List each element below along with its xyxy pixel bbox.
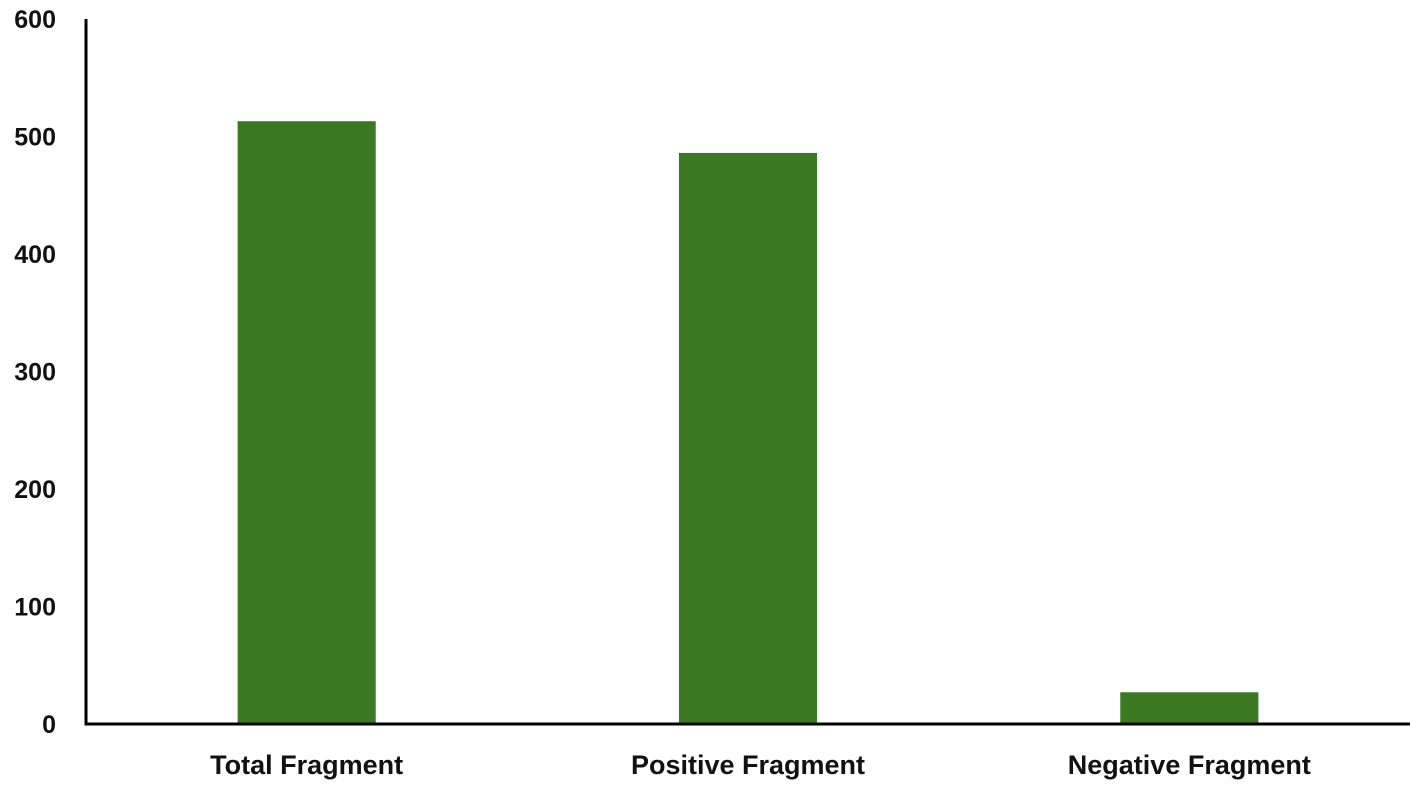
y-tick-label-2: 200 [14, 476, 56, 504]
y-tick-label-0: 0 [42, 711, 56, 739]
y-tick-label-5: 500 [14, 124, 56, 152]
x-category-label-2: Negative Fragment [1068, 750, 1311, 780]
y-tick-label-3: 300 [14, 359, 56, 387]
y-tick-label-6: 600 [14, 6, 56, 34]
y-tick-label-4: 400 [14, 241, 56, 269]
x-axis-labels: Total Fragment Positive Fragment Negative … [210, 750, 1311, 780]
y-tick-label-1: 100 [14, 594, 56, 622]
bar-0 [237, 121, 376, 725]
x-category-label-0: Total Fragment [210, 750, 403, 780]
bars-layer [237, 121, 1259, 725]
y-axis-ticks: 0 100 200 300 400 500 600 [14, 6, 56, 739]
x-category-label-1: Positive Fragment [631, 750, 865, 780]
bar-1 [678, 152, 818, 724]
bar-2 [1120, 692, 1259, 724]
